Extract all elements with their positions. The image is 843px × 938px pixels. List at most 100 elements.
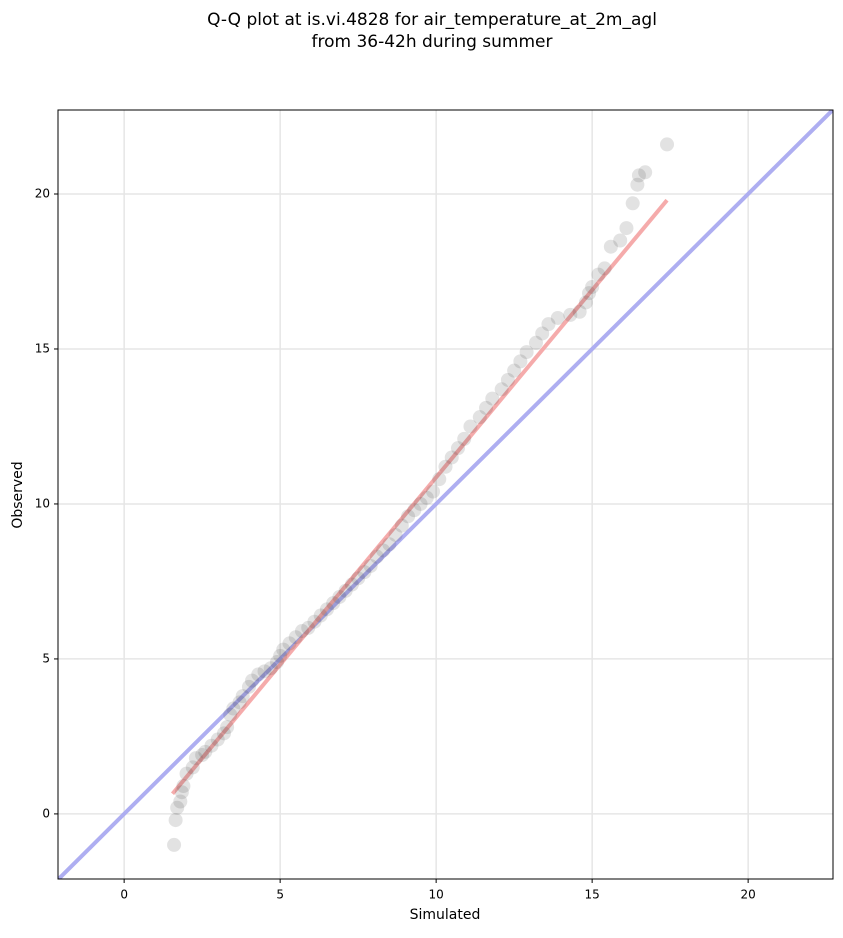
point — [319, 602, 334, 617]
point — [288, 630, 303, 645]
chart-subtitle: from 36-42h during summer — [312, 32, 553, 52]
point — [407, 503, 422, 518]
point — [401, 509, 416, 524]
point — [426, 484, 441, 499]
reference-line — [170, 198, 669, 796]
x-axis-label: Simulated — [410, 907, 481, 923]
x-tick-label: 15 — [584, 888, 599, 902]
point — [638, 165, 653, 180]
point — [326, 596, 341, 611]
point — [591, 267, 606, 282]
point — [585, 279, 600, 294]
point — [438, 459, 453, 474]
point — [625, 196, 640, 211]
y-tick-label: 0 — [42, 806, 50, 820]
reference-line — [58, 110, 833, 879]
point — [257, 664, 272, 679]
plot-area — [58, 110, 833, 879]
point — [338, 583, 353, 598]
x-tick-label: 5 — [276, 888, 284, 902]
point — [216, 726, 231, 741]
point — [245, 673, 260, 688]
point — [660, 137, 675, 152]
y-tick-label: 15 — [35, 341, 50, 355]
chart-title: Q-Q plot at is.vi.4828 for air_temperatu… — [207, 10, 657, 30]
point — [263, 661, 278, 676]
point — [376, 543, 391, 558]
point — [188, 751, 203, 766]
point — [294, 624, 309, 639]
x-tick-label: 10 — [428, 888, 443, 902]
point — [419, 490, 434, 505]
point — [185, 760, 200, 775]
point — [168, 813, 183, 828]
point — [603, 239, 618, 254]
point — [313, 608, 328, 623]
point — [479, 400, 494, 415]
point — [167, 837, 182, 852]
point — [173, 794, 188, 809]
x-tick-label: 20 — [740, 888, 755, 902]
point — [226, 701, 241, 716]
point — [276, 642, 291, 657]
point — [204, 738, 219, 753]
point — [513, 354, 528, 369]
y-axis-label: Observed — [10, 461, 26, 528]
point — [273, 648, 288, 663]
y-tick-label: 5 — [42, 651, 50, 665]
plot-frame — [57, 109, 834, 880]
point — [388, 527, 403, 542]
point — [270, 655, 285, 670]
point — [550, 310, 565, 325]
point — [357, 565, 372, 580]
point — [413, 496, 428, 511]
point — [223, 707, 238, 722]
point — [485, 391, 500, 406]
point — [232, 695, 247, 710]
point — [572, 304, 587, 319]
point — [170, 800, 185, 815]
point — [463, 419, 478, 434]
point — [174, 785, 189, 800]
point — [344, 577, 359, 592]
grid — [58, 110, 833, 879]
point — [369, 549, 384, 564]
point — [619, 221, 634, 236]
point — [472, 410, 487, 425]
point — [282, 636, 297, 651]
point — [351, 571, 366, 586]
point — [382, 537, 397, 552]
point — [563, 307, 578, 322]
point — [432, 472, 447, 487]
point — [535, 326, 550, 341]
point — [528, 335, 543, 350]
point — [630, 177, 645, 192]
point — [241, 679, 256, 694]
point — [307, 614, 322, 629]
point — [198, 744, 213, 759]
point — [631, 168, 646, 183]
point — [450, 441, 465, 456]
point — [494, 382, 509, 397]
point — [332, 589, 347, 604]
y-tick-label: 10 — [35, 496, 50, 510]
point — [210, 732, 225, 747]
point — [507, 363, 522, 378]
point — [444, 450, 459, 465]
point — [500, 372, 515, 387]
point — [363, 558, 378, 573]
point — [195, 748, 210, 763]
point — [235, 689, 250, 704]
point — [301, 620, 316, 635]
point — [597, 261, 612, 276]
point — [578, 295, 593, 310]
point — [519, 345, 534, 360]
point — [220, 720, 235, 735]
point — [251, 667, 266, 682]
point — [457, 431, 472, 446]
x-tick-label: 0 — [120, 888, 128, 902]
point — [176, 779, 191, 794]
point — [582, 286, 597, 301]
